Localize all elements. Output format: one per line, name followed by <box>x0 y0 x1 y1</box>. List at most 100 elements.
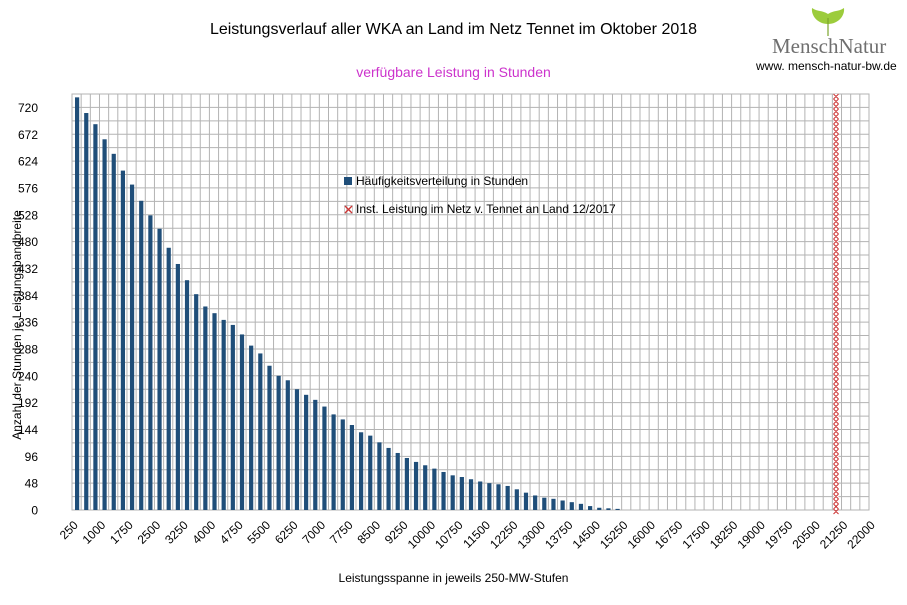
bar <box>358 432 364 510</box>
bar <box>111 153 116 511</box>
bar <box>432 468 437 510</box>
bar-series <box>75 97 620 511</box>
x-tick-label: 6250 <box>272 518 301 547</box>
x-tick-label: 13000 <box>515 518 549 552</box>
bar <box>175 263 180 510</box>
bar <box>441 471 446 510</box>
bar <box>413 461 419 510</box>
bar <box>423 465 428 510</box>
bar <box>597 507 602 510</box>
legend-item-frequency: Häufigkeitsverteilung in Stunden <box>344 174 528 188</box>
bar <box>84 113 89 511</box>
bar <box>340 419 345 510</box>
x-tick-label: 250 <box>57 518 81 542</box>
bar <box>395 452 400 510</box>
bar <box>368 435 373 510</box>
y-tick-label: 240 <box>18 369 38 383</box>
y-tick-label: 384 <box>18 289 38 303</box>
bar <box>120 170 126 510</box>
bar <box>249 345 254 510</box>
bar <box>523 492 529 510</box>
bar <box>588 506 593 510</box>
bar <box>349 425 355 510</box>
bar <box>468 479 474 510</box>
bar <box>267 365 272 510</box>
x-tick-label: 3250 <box>162 518 191 547</box>
x-tick-label: 8500 <box>354 518 383 547</box>
x-tick-label: 15250 <box>597 518 631 552</box>
bar <box>93 124 98 511</box>
bar <box>505 485 510 510</box>
bar <box>514 489 519 510</box>
x-tick-label: 1750 <box>107 518 136 547</box>
bar <box>386 447 391 510</box>
legend-label-frequency: Häufigkeitsverteilung in Stunden <box>356 174 529 188</box>
bar <box>285 380 290 510</box>
x-tick-label: 19000 <box>734 518 768 552</box>
bar <box>294 389 300 510</box>
chart-subtitle: verfügbare Leistung in Stunden <box>356 64 551 80</box>
y-tick-label: 624 <box>18 155 38 169</box>
x-tick-label: 21250 <box>817 518 851 552</box>
bar <box>450 475 455 510</box>
y-tick-label: 0 <box>31 504 38 518</box>
bar <box>304 394 309 510</box>
bar <box>404 458 409 510</box>
bar <box>221 319 226 510</box>
y-tick-label: 480 <box>18 235 38 249</box>
x-tick-label: 7750 <box>327 518 356 547</box>
x-tick-label: 20500 <box>789 518 823 552</box>
bar <box>569 502 574 510</box>
y-tick-label: 288 <box>18 342 38 356</box>
y-tick-label: 720 <box>18 101 38 115</box>
installed-marker-hatch <box>833 93 839 515</box>
y-tick-label: 336 <box>18 316 38 330</box>
ginkgo-leaf-icon <box>811 8 845 36</box>
bar <box>459 477 464 510</box>
x-tick-label: 16750 <box>652 518 686 552</box>
x-tick-label: 4000 <box>190 518 219 547</box>
bar <box>203 306 208 510</box>
x-tick-label: 13750 <box>542 518 576 552</box>
logo-wordmark: MenschNatur <box>772 34 887 58</box>
brand-logo: MenschNatur www. mensch-natur-bw.de <box>752 6 904 73</box>
bar <box>542 497 547 510</box>
grid-lines <box>71 93 870 511</box>
y-tick-label: 672 <box>18 128 38 142</box>
x-tick-label: 11500 <box>460 518 493 551</box>
y-tick-label: 96 <box>25 450 39 464</box>
bar <box>478 481 483 510</box>
x-tick-label: 1000 <box>80 518 109 547</box>
installed-capacity-marker <box>833 93 839 515</box>
bar <box>102 139 107 510</box>
x-tick-label: 7000 <box>299 518 328 547</box>
bar <box>230 324 235 510</box>
legend-label-installed: Inst. Leistung im Netz v. Tennet an Land… <box>356 202 616 216</box>
bar <box>75 97 80 511</box>
bar <box>377 442 382 510</box>
bar <box>258 353 263 510</box>
x-tick-label: 10750 <box>432 518 466 552</box>
x-tick-label: 4750 <box>217 518 246 547</box>
y-tick-label: 432 <box>18 262 38 276</box>
x-tick-label: 5500 <box>245 518 274 547</box>
y-tick-label: 528 <box>18 208 38 222</box>
logo-url: www. mensch-natur-bw.de <box>756 59 897 73</box>
x-tick-label: 19750 <box>762 518 796 552</box>
x-tick-label: 22000 <box>844 518 878 552</box>
bar <box>606 508 611 510</box>
bar <box>239 334 245 510</box>
bar <box>615 508 620 510</box>
x-tick-label: 16000 <box>625 518 659 552</box>
bar <box>157 228 162 510</box>
bar <box>194 294 199 510</box>
legend-item-installed: Inst. Leistung im Netz v. Tennet an Land… <box>344 202 616 216</box>
y-tick-label: 192 <box>18 396 38 410</box>
bar <box>139 200 144 510</box>
bar <box>313 399 318 510</box>
y-tick-label: 144 <box>18 423 38 437</box>
x-axis-label: Leistungsspanne in jeweils 250-MW-Stufen <box>338 571 569 585</box>
bar <box>184 280 190 510</box>
legend-swatch-bar <box>344 177 352 185</box>
